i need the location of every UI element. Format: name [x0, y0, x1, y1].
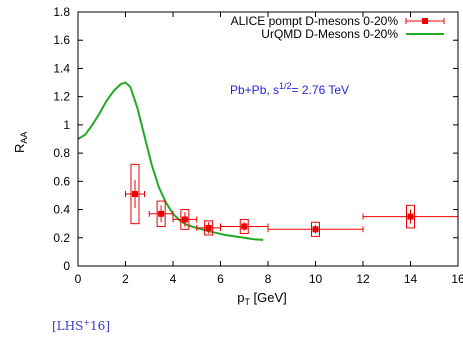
- legend-symbol-alice: [405, 18, 445, 24]
- y-tick-label: 0.8: [53, 146, 70, 160]
- alice-data-point: [205, 224, 212, 231]
- legend-label-urqmd: UrQMD D-Mesons 0-20%: [261, 27, 398, 41]
- alice-data-point: [312, 226, 319, 233]
- x-axis-label-main: p: [237, 290, 244, 305]
- annotation-suffix: = 2.76 TeV: [292, 83, 350, 97]
- x-tick-label: 0: [75, 272, 82, 286]
- y-tick-label: 1: [63, 118, 70, 132]
- y-tick-label: 1.4: [53, 61, 70, 75]
- chart-legend: ALICE pompt D-mesons 0-20% UrQMD D-Meson…: [231, 14, 445, 41]
- annotation-sup: 1/2: [279, 81, 292, 91]
- y-axis-label-main: R: [12, 144, 27, 153]
- citation-prefix: [LHS: [52, 319, 84, 333]
- x-tick-label: 4: [170, 272, 177, 286]
- legend-label-alice: ALICE pompt D-mesons 0-20%: [231, 14, 399, 28]
- alice-data-point: [407, 213, 414, 220]
- x-tick-label: 16: [451, 272, 463, 286]
- x-axis-label: pT [GeV]: [237, 290, 287, 307]
- x-tick-label: 12: [356, 272, 370, 286]
- x-axis-label-sub: T: [244, 297, 250, 307]
- chart-data-layer: [77, 81, 459, 241]
- alice-data-point: [241, 223, 248, 230]
- citation-sup: +: [83, 318, 91, 327]
- citation: [LHS+16]: [52, 318, 110, 333]
- plot-frame: [77, 11, 459, 267]
- y-tick-label: 0.2: [53, 231, 70, 245]
- x-tick-label: 2: [122, 272, 129, 286]
- alice-data-point: [132, 191, 138, 198]
- legend-alice-marker: [422, 18, 428, 24]
- chart-ticks: 0 0.2 0.4 0.6 0.8 1 1.2 1.4 1.6 1.8 0 2 4 6 8 10 12 14 16: [53, 5, 463, 286]
- x-tick-label: 14: [404, 272, 418, 286]
- y-tick-label: 0: [63, 259, 70, 273]
- x-tick-label: 6: [217, 272, 224, 286]
- y-axis-label: RAA: [12, 132, 29, 153]
- x-axis-label-unit: [GeV]: [250, 290, 287, 305]
- x-tick-label: 10: [309, 272, 323, 286]
- y-axis-label-sub: AA: [19, 132, 29, 144]
- alice-data-point: [181, 216, 188, 223]
- y-tick-label: 1.6: [53, 33, 70, 47]
- urqmd-curve: [77, 81, 264, 241]
- annotation-prefix: Pb+Pb, s: [230, 83, 279, 97]
- y-tick-label: 0.6: [53, 174, 70, 188]
- citation-suffix: 16]: [90, 319, 110, 333]
- y-tick-label: 1.2: [53, 90, 70, 104]
- x-tick-label: 8: [265, 272, 272, 286]
- y-tick-label: 1.8: [53, 5, 70, 19]
- y-tick-label: 0.4: [53, 203, 70, 217]
- energy-annotation: Pb+Pb, s1/2= 2.76 TeV: [230, 81, 349, 97]
- alice-data-point: [158, 210, 165, 217]
